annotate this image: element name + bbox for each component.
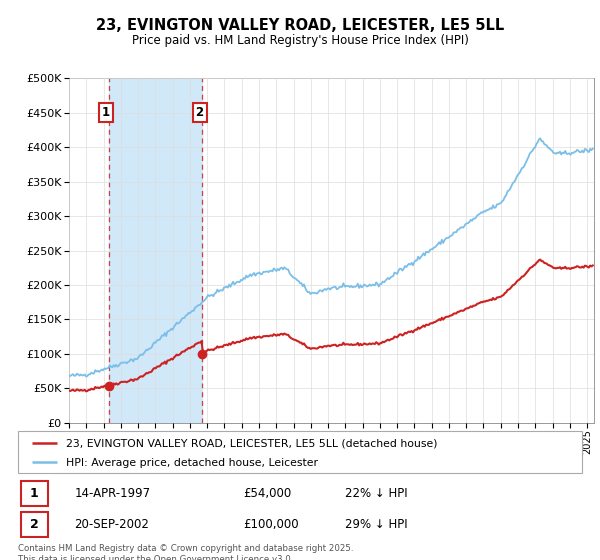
Text: 2: 2	[196, 106, 203, 119]
Text: HPI: Average price, detached house, Leicester: HPI: Average price, detached house, Leic…	[66, 458, 318, 468]
Text: 23, EVINGTON VALLEY ROAD, LEICESTER, LE5 5LL: 23, EVINGTON VALLEY ROAD, LEICESTER, LE5…	[96, 18, 504, 32]
FancyBboxPatch shape	[21, 512, 48, 537]
Text: 2: 2	[30, 518, 39, 531]
FancyBboxPatch shape	[21, 481, 48, 506]
Text: 29% ↓ HPI: 29% ↓ HPI	[345, 518, 408, 531]
Text: 22% ↓ HPI: 22% ↓ HPI	[345, 487, 408, 500]
Text: Contains HM Land Registry data © Crown copyright and database right 2025.
This d: Contains HM Land Registry data © Crown c…	[18, 544, 353, 560]
Text: Price paid vs. HM Land Registry's House Price Index (HPI): Price paid vs. HM Land Registry's House …	[131, 34, 469, 47]
Text: £54,000: £54,000	[244, 487, 292, 500]
Bar	[109, 78, 202, 423]
Text: 20-SEP-2002: 20-SEP-2002	[74, 518, 149, 531]
Text: 14-APR-1997: 14-APR-1997	[74, 487, 151, 500]
Text: £100,000: £100,000	[244, 518, 299, 531]
Text: 1: 1	[102, 106, 110, 119]
FancyBboxPatch shape	[18, 431, 582, 473]
Text: 23, EVINGTON VALLEY ROAD, LEICESTER, LE5 5LL (detached house): 23, EVINGTON VALLEY ROAD, LEICESTER, LE5…	[66, 438, 437, 449]
Text: 1: 1	[30, 487, 39, 500]
